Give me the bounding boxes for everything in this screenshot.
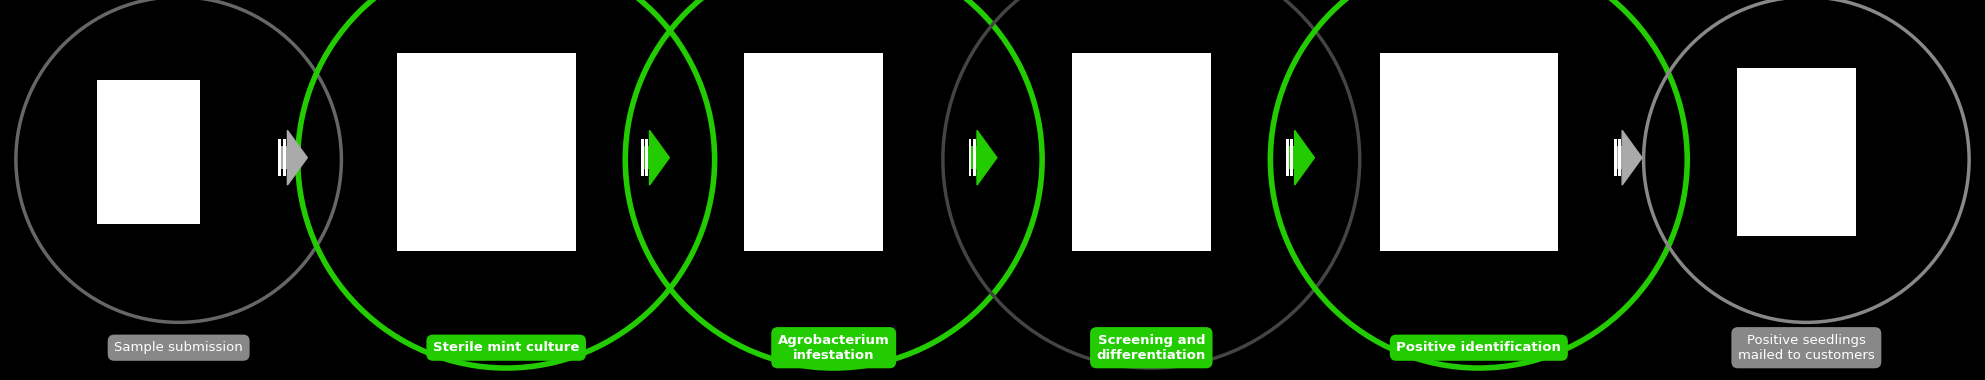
FancyBboxPatch shape: [1072, 53, 1211, 251]
FancyBboxPatch shape: [1380, 53, 1558, 251]
Bar: [278, 139, 282, 176]
Text: Sterile mint culture: Sterile mint culture: [433, 341, 580, 354]
FancyBboxPatch shape: [1737, 68, 1856, 236]
Text: Positive seedlings
mailed to customers: Positive seedlings mailed to customers: [1739, 334, 1874, 362]
Bar: [645, 139, 647, 176]
Bar: [282, 139, 286, 176]
Bar: [1618, 139, 1620, 176]
Bar: [969, 139, 971, 176]
FancyBboxPatch shape: [397, 53, 576, 251]
Bar: [973, 139, 975, 176]
Text: Screening and
differentiation: Screening and differentiation: [1096, 334, 1207, 362]
Text: Positive identification: Positive identification: [1395, 341, 1562, 354]
Polygon shape: [1622, 130, 1642, 185]
FancyBboxPatch shape: [97, 80, 200, 224]
Bar: [1286, 139, 1288, 176]
Text: Sample submission: Sample submission: [115, 341, 242, 354]
Bar: [641, 139, 643, 176]
Polygon shape: [977, 130, 996, 185]
FancyBboxPatch shape: [744, 53, 883, 251]
Polygon shape: [288, 130, 308, 185]
Polygon shape: [649, 130, 669, 185]
Bar: [1614, 139, 1616, 176]
Polygon shape: [1294, 130, 1314, 185]
Bar: [1290, 139, 1294, 176]
Text: Agrobacterium
infestation: Agrobacterium infestation: [778, 334, 889, 362]
